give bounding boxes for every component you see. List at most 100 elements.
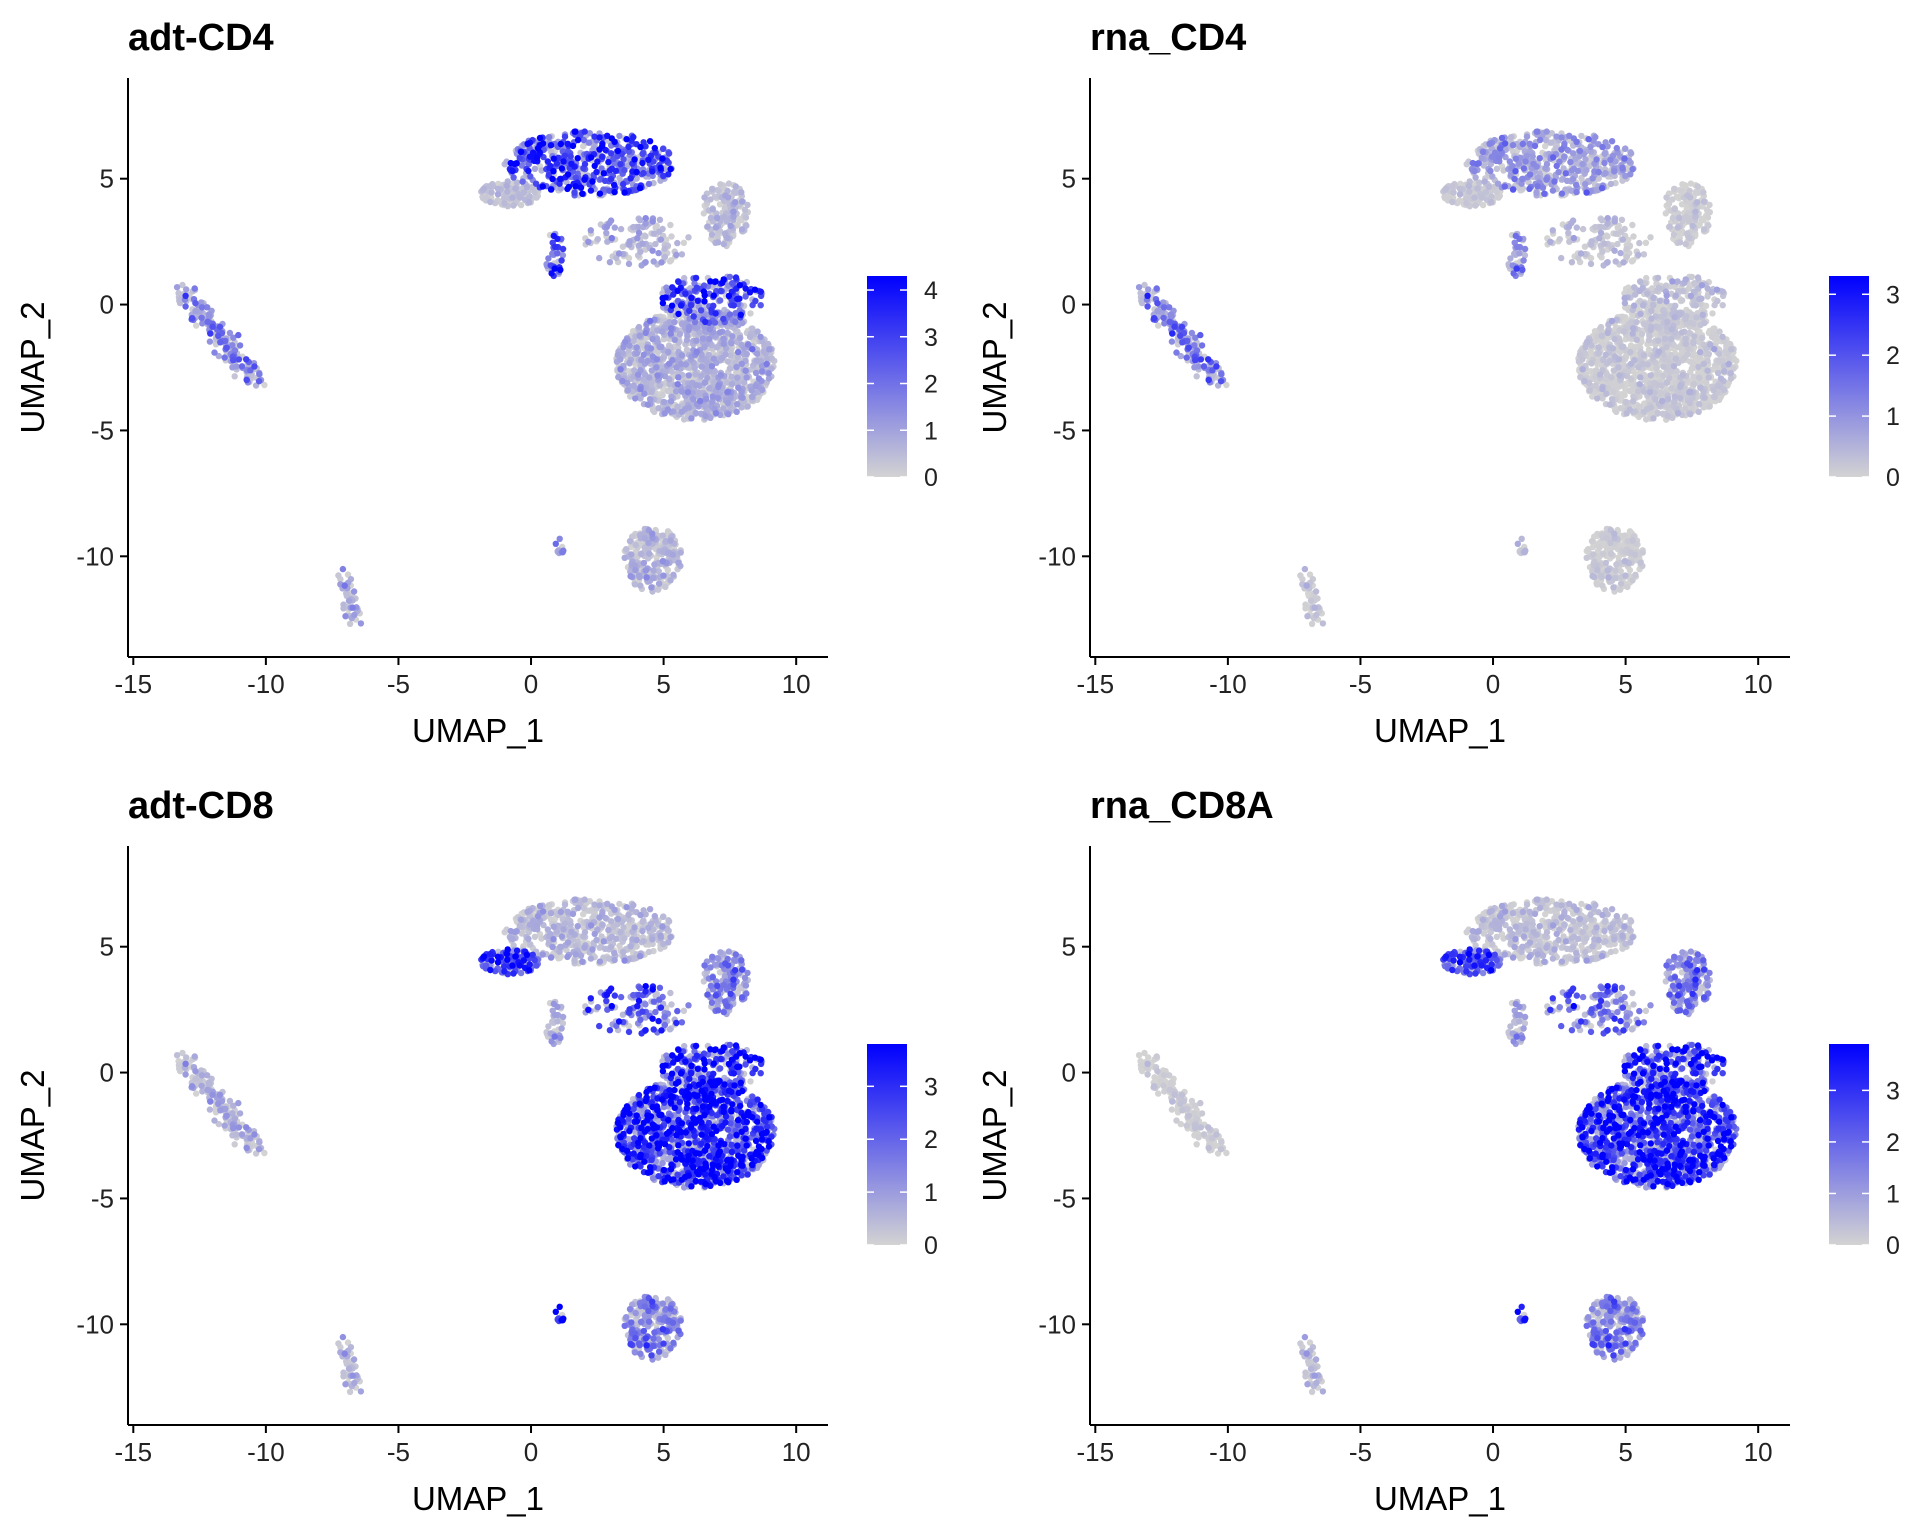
cell-point: [736, 295, 743, 302]
cell-point: [642, 567, 650, 574]
cell-point: [633, 168, 640, 176]
cell-point: [675, 310, 682, 318]
cell-point: [647, 345, 655, 352]
cell-point: [627, 393, 634, 400]
cell-point: [680, 239, 688, 246]
cell-point: [1711, 393, 1718, 401]
cell-point: [550, 168, 557, 175]
cell-point: [724, 194, 732, 201]
cell-point: [611, 224, 618, 231]
cell-point: [678, 352, 686, 359]
cell-point: [621, 338, 629, 346]
cell-point: [1616, 586, 1624, 593]
cell-point: [1592, 382, 1599, 389]
cell-point: [661, 253, 669, 261]
cell-point: [188, 315, 196, 322]
cell-point: [192, 299, 199, 307]
cell-point: [1450, 189, 1457, 196]
cell-point: [547, 142, 555, 149]
cell-point: [649, 168, 656, 175]
cell-point: [656, 343, 663, 351]
cell-point: [642, 215, 649, 222]
cell-point: [692, 382, 700, 389]
cell-point: [552, 540, 559, 547]
cell-point: [649, 530, 656, 537]
cell-point: [733, 408, 740, 415]
cell-point: [699, 335, 706, 342]
cell-point: [664, 528, 672, 535]
cell-point: [726, 273, 734, 281]
cell-point: [1716, 350, 1723, 357]
cell-point: [661, 245, 668, 252]
cell-point: [710, 292, 717, 299]
cell-point: [216, 323, 224, 331]
cell-point: [1472, 202, 1479, 209]
cell-point: [341, 582, 348, 589]
cell-point: [675, 559, 682, 566]
cell-point: [1640, 251, 1648, 258]
cell-point: [1607, 539, 1614, 547]
cell-point: [752, 369, 760, 377]
cell-point: [634, 371, 642, 378]
cell-point: [706, 326, 713, 333]
cell-point: [675, 278, 682, 285]
cell-point: [649, 247, 656, 254]
cell-point: [673, 251, 680, 259]
cell-point: [1599, 582, 1606, 589]
cell-point: [630, 382, 637, 389]
cell-point: [1670, 231, 1678, 238]
cell-point: [706, 335, 713, 343]
cell-point: [724, 399, 732, 407]
x-tick-label: -15: [115, 669, 153, 699]
cell-point: [734, 374, 741, 381]
cell-point: [636, 184, 644, 192]
cell-point: [757, 288, 764, 295]
cell-point: [1610, 388, 1617, 395]
cell-point: [1618, 216, 1626, 223]
cell-point: [668, 233, 675, 240]
cell-point: [1463, 200, 1470, 207]
cell-point: [747, 310, 754, 317]
cell-point: [639, 240, 646, 247]
cell-point: [608, 234, 615, 242]
cell-point: [1640, 408, 1648, 415]
cell-point: [743, 350, 750, 358]
cell-point: [625, 260, 633, 268]
x-tick-label: -10: [1209, 669, 1247, 699]
cell-point: [556, 535, 563, 542]
cell-point: [642, 329, 649, 337]
cell-point: [645, 180, 653, 188]
cell-point: [243, 356, 250, 363]
cell-point: [536, 142, 544, 149]
cell-point: [1642, 416, 1650, 423]
cell-point: [501, 200, 508, 207]
cell-point: [558, 165, 566, 172]
cell-point: [1688, 273, 1696, 281]
y-axis-label: UMAP_2: [14, 301, 51, 433]
cell-point: [626, 537, 634, 545]
cell-point: [685, 372, 692, 379]
cell-point: [666, 360, 673, 367]
cell-point: [716, 201, 724, 208]
cell-point: [1448, 182, 1456, 190]
cell-point: [1579, 225, 1587, 233]
cell-point: [725, 411, 732, 418]
cell-point: [640, 351, 647, 358]
cell-point: [655, 249, 662, 257]
cell-point: [1721, 386, 1728, 394]
cell-point: [342, 613, 349, 620]
cell-point: [648, 584, 655, 591]
cell-point: [545, 134, 553, 141]
cell-point: [607, 217, 615, 224]
cell-point: [531, 165, 539, 172]
cell-point: [1588, 537, 1596, 545]
cell-point: [706, 385, 713, 392]
cell-point: [615, 250, 623, 257]
cell-point: [533, 154, 541, 162]
cell-point: [737, 311, 744, 318]
cell-point: [676, 330, 684, 338]
cell-point: [1638, 330, 1646, 338]
cell-point: [735, 384, 742, 391]
cell-point: [759, 368, 766, 375]
